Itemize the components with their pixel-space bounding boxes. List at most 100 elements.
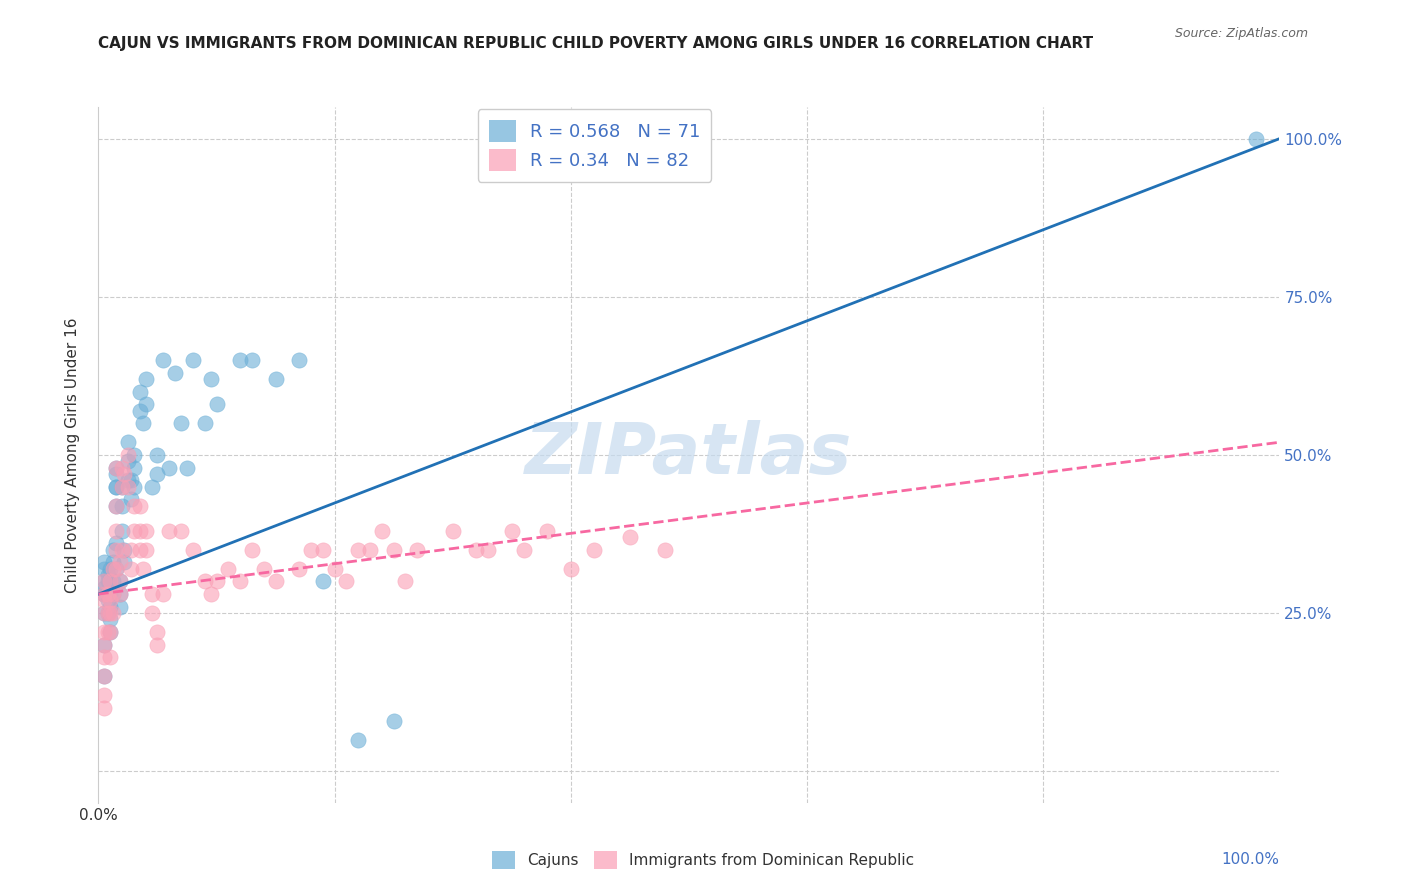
Point	[108, 574, 131, 589]
Point	[112, 467, 135, 481]
Point	[512, 542, 534, 557]
Point	[141, 606, 163, 620]
Text: Source: ZipAtlas.com: Source: ZipAtlas.com	[1174, 27, 1308, 40]
Point	[98, 587, 121, 601]
Point	[371, 524, 394, 538]
Point	[105, 542, 128, 557]
Point	[205, 397, 228, 411]
Point	[146, 625, 169, 640]
Point	[105, 479, 128, 493]
Point	[200, 372, 222, 386]
Point	[194, 574, 217, 589]
Point	[121, 492, 143, 507]
Point	[323, 562, 346, 576]
Point	[122, 460, 145, 475]
Point	[406, 542, 429, 557]
Point	[619, 530, 641, 544]
Point	[105, 460, 128, 475]
Point	[108, 599, 131, 614]
Point	[141, 587, 163, 601]
Point	[98, 606, 121, 620]
Y-axis label: Child Poverty Among Girls Under 16: Child Poverty Among Girls Under 16	[65, 318, 80, 592]
Point	[176, 460, 198, 475]
Point	[170, 524, 193, 538]
Point	[93, 593, 115, 607]
Point	[105, 499, 128, 513]
Point	[93, 650, 115, 665]
Point	[229, 353, 252, 368]
Point	[98, 625, 121, 640]
Point	[157, 460, 180, 475]
Point	[122, 479, 145, 493]
Point	[108, 556, 131, 570]
Point	[101, 562, 124, 576]
Point	[146, 467, 169, 481]
Point	[112, 542, 135, 557]
Point	[347, 542, 370, 557]
Point	[128, 542, 150, 557]
Point	[135, 372, 157, 386]
Point	[217, 562, 239, 576]
Point	[97, 606, 120, 620]
Point	[112, 556, 135, 570]
Point	[122, 448, 145, 462]
Point	[240, 353, 263, 368]
Point	[93, 606, 115, 620]
Point	[97, 593, 120, 607]
Point	[146, 638, 169, 652]
Point	[111, 479, 134, 493]
Point	[465, 542, 488, 557]
Point	[194, 417, 217, 431]
Point	[264, 574, 287, 589]
Point	[98, 574, 121, 589]
Point	[135, 542, 157, 557]
Point	[536, 524, 558, 538]
Point	[288, 353, 311, 368]
Point	[93, 587, 115, 601]
Point	[240, 542, 263, 557]
Point	[98, 574, 121, 589]
Point	[93, 701, 115, 715]
Point	[111, 542, 134, 557]
Point	[181, 542, 204, 557]
Point	[93, 669, 115, 683]
Point	[121, 473, 143, 487]
Point	[101, 587, 124, 601]
Point	[93, 574, 115, 589]
Point	[654, 542, 676, 557]
Point	[111, 524, 134, 538]
Point	[105, 524, 128, 538]
Point	[93, 669, 115, 683]
Point	[128, 524, 150, 538]
Point	[312, 574, 335, 589]
Point	[93, 556, 115, 570]
Point	[121, 542, 143, 557]
Point	[152, 353, 174, 368]
Point	[135, 524, 157, 538]
Point	[117, 479, 139, 493]
Point	[335, 574, 357, 589]
Point	[141, 479, 163, 493]
Point	[108, 574, 131, 589]
Point	[105, 536, 128, 550]
Point	[165, 366, 187, 380]
Point	[128, 403, 150, 417]
Point	[501, 524, 523, 538]
Point	[132, 562, 155, 576]
Point	[117, 473, 139, 487]
Point	[117, 435, 139, 450]
Point	[105, 479, 128, 493]
Point	[97, 625, 120, 640]
Point	[122, 499, 145, 513]
Point	[146, 448, 169, 462]
Point	[121, 562, 143, 576]
Point	[93, 606, 115, 620]
Point	[105, 562, 128, 576]
Point	[1244, 131, 1267, 145]
Point	[299, 542, 322, 557]
Point	[560, 562, 582, 576]
Point	[117, 448, 139, 462]
Point	[93, 638, 115, 652]
Point	[93, 688, 115, 702]
Point	[105, 562, 128, 576]
